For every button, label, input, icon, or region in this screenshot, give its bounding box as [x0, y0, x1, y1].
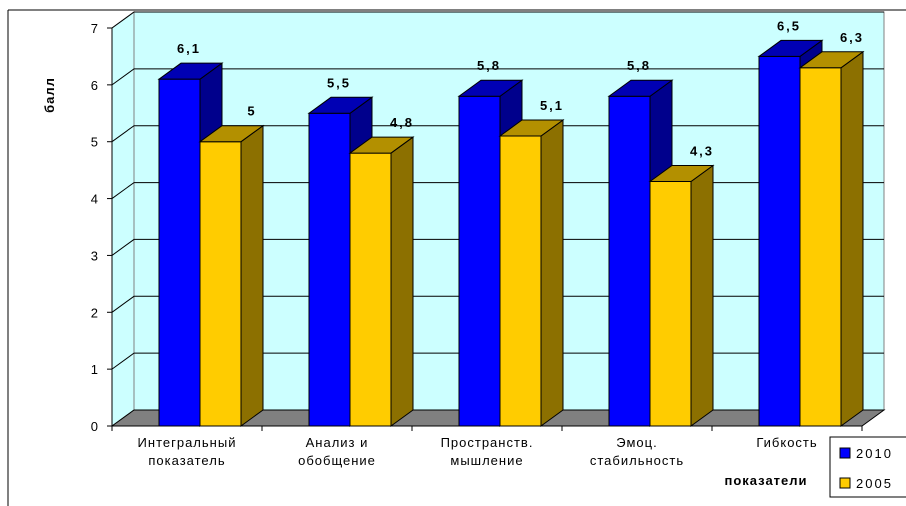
y-tick-label: 0: [91, 419, 98, 434]
data-label: 6,3: [840, 30, 864, 45]
y-tick-label: 1: [91, 362, 98, 377]
gridline: [111, 11, 884, 29]
bar-2005: [198, 124, 265, 427]
x-tick-label: обобщение: [298, 453, 376, 468]
x-tick-label: Гибкость: [756, 435, 817, 450]
data-label: 4,3: [690, 144, 714, 159]
plot-side-wall: [111, 11, 135, 427]
gridline: [111, 68, 884, 86]
data-label: 5,5: [327, 75, 351, 90]
y-tick-label: 2: [91, 305, 98, 320]
x-tick-label: показатель: [148, 453, 225, 468]
bar-2005: [498, 119, 565, 427]
legend-label: 2010: [856, 446, 893, 461]
bar-2005: [348, 136, 415, 427]
x-tick-label: мышление: [450, 453, 523, 468]
y-tick-label: 7: [91, 21, 98, 36]
data-label: 5,1: [540, 98, 564, 113]
data-label: 4,8: [390, 115, 414, 130]
bar-2005: [798, 50, 865, 427]
y-tick-label: 6: [91, 78, 98, 93]
data-label: 6,5: [777, 18, 801, 33]
data-label: 5,8: [477, 58, 501, 73]
x-tick-label: Пространств.: [441, 435, 534, 450]
bar-2005: [648, 164, 715, 427]
y-tick-label: 5: [91, 135, 98, 150]
y-axis-title: балл: [42, 77, 57, 113]
x-tick-label: Интегральный: [138, 435, 237, 450]
y-tick-label: 4: [91, 192, 98, 207]
legend-swatch: [839, 477, 851, 489]
x-tick-label: стабильность: [590, 453, 684, 468]
data-label: 5,8: [627, 58, 651, 73]
x-tick-label: Эмоц.: [616, 435, 657, 450]
x-axis-title: показатели: [724, 473, 807, 488]
data-label: 5: [247, 104, 256, 119]
legend-swatch: [839, 447, 851, 459]
data-label: 6,1: [177, 41, 201, 56]
legend-label: 2005: [856, 476, 893, 491]
x-tick-label: Анализ и: [306, 435, 369, 450]
legend: 2010 2005: [829, 436, 906, 498]
y-tick-label: 3: [91, 248, 98, 263]
